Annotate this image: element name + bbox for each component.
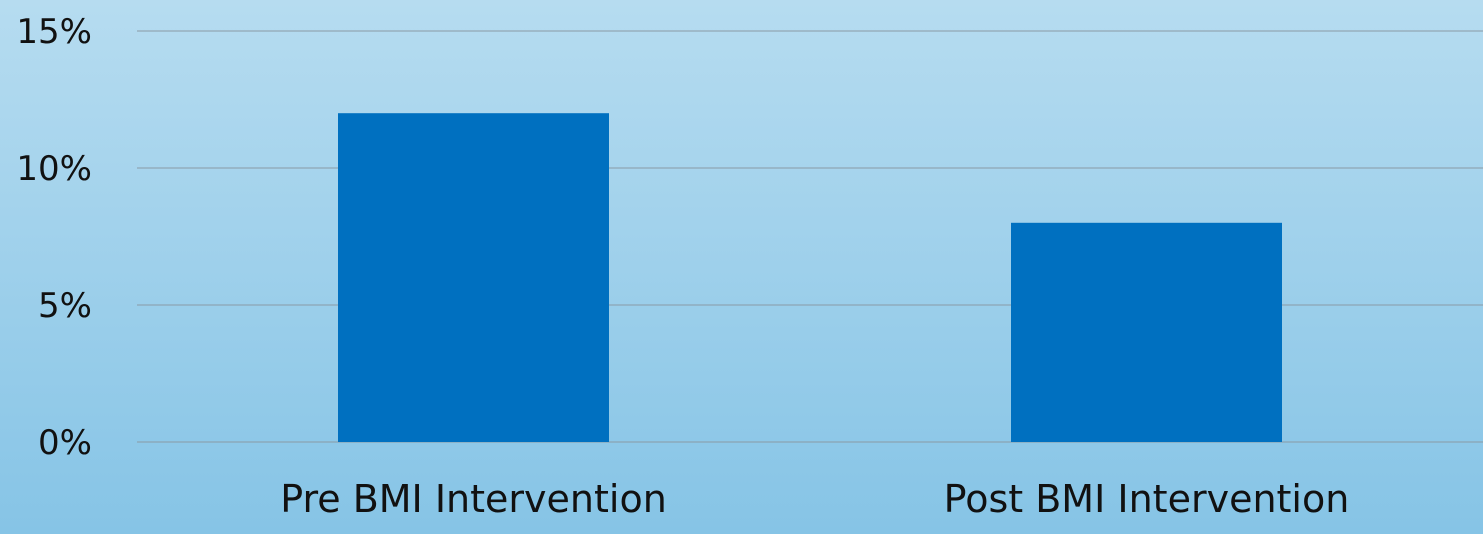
y-tick-label: 5% [38, 286, 92, 326]
y-tick-label: 10% [16, 149, 92, 189]
x-category-label: Post BMI Intervention [944, 477, 1350, 521]
x-category-label: Pre BMI Intervention [280, 477, 667, 521]
bar [338, 113, 609, 442]
y-tick-label: 0% [38, 423, 92, 463]
y-tick-label: 15% [16, 12, 92, 52]
bar [1011, 223, 1282, 442]
